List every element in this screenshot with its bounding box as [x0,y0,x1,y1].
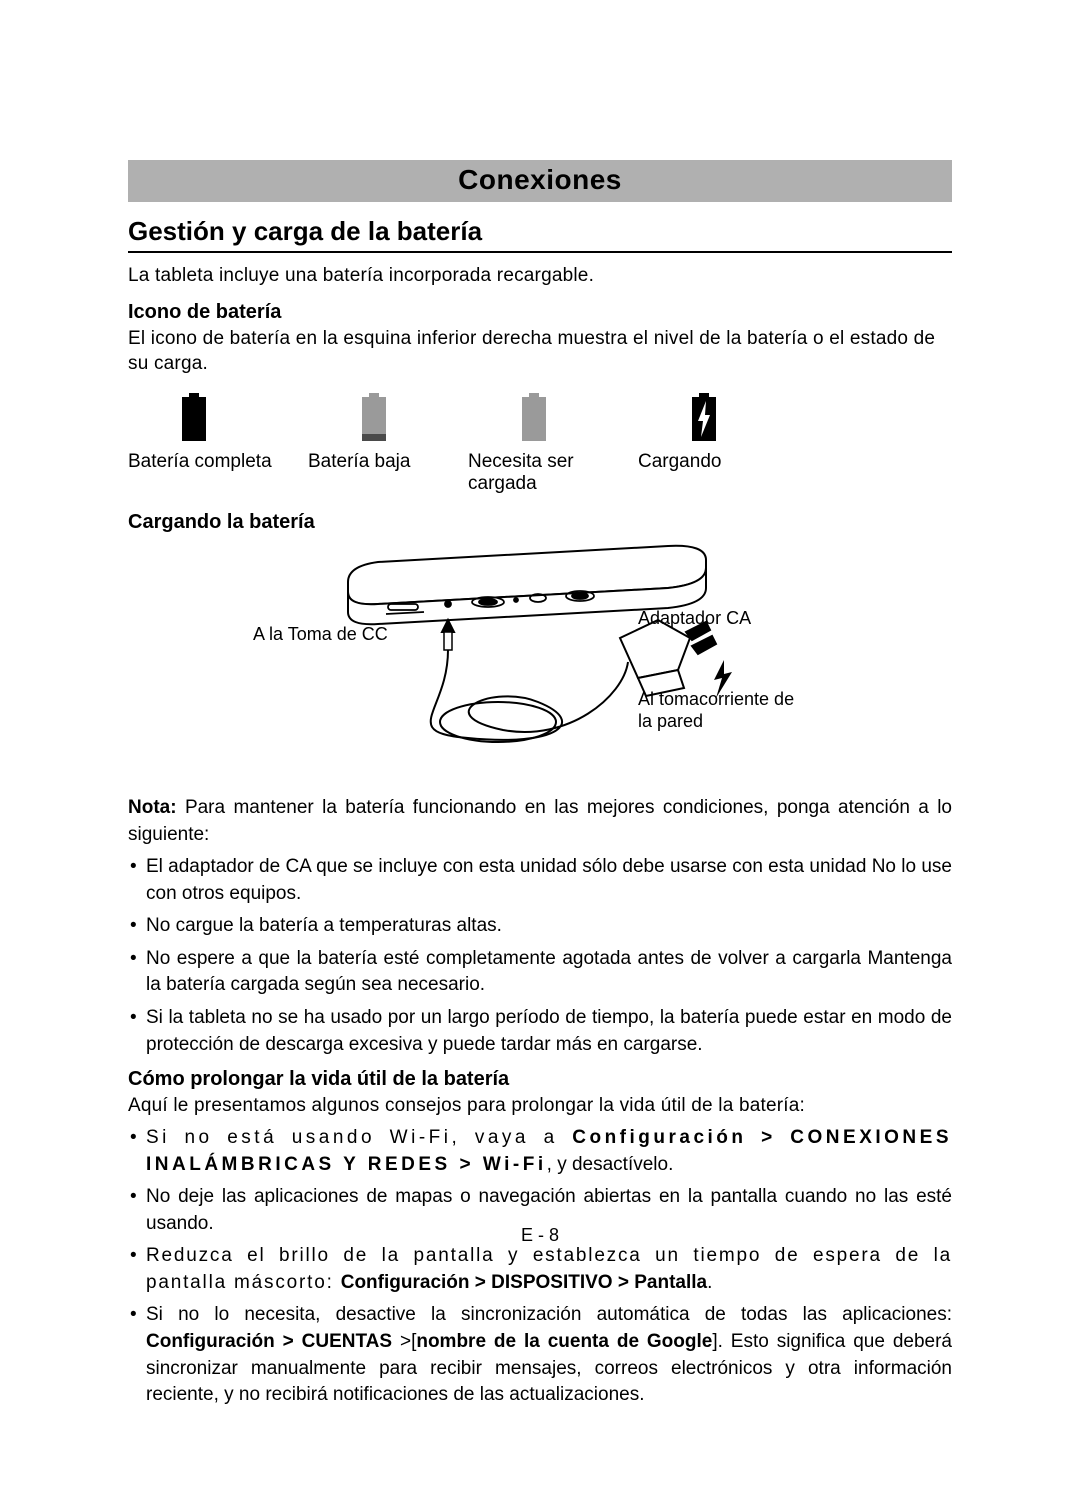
battery-full-icon [178,393,210,443]
list-item: Si la tableta no se ha usado por un larg… [146,1005,952,1058]
prolong-bullets: Si no está usando Wi-Fi, vaya a Configur… [128,1125,952,1409]
prolong-b3-post: . [707,1272,712,1293]
battery-state-low: Batería baja [308,387,468,495]
battery-icon-desc: El icono de batería en la esquina inferi… [128,326,952,377]
prolong-b1-pre: Si no está usando Wi-Fi, vaya a [146,1127,572,1148]
prolong-b4-bold: Configuración > CUENTAS [146,1331,392,1352]
section-title: Gestión y carga de la batería [128,216,952,247]
battery-state-empty: Necesita ser cargada [468,387,638,495]
battery-charging-icon [688,393,720,443]
section-intro: La tableta incluye una batería incorpora… [128,263,952,289]
list-item: El adaptador de CA que se incluye con es… [146,854,952,907]
nota-paragraph: Nota: Para mantener la batería funcionan… [128,795,952,848]
dc-jack-label: A la Toma de CC [253,624,388,645]
page-number: E - 8 [0,1225,1080,1246]
wall-outlet-label: Al tomacorriente de la pared [638,688,798,733]
prolong-b1-post: , y desactívelo. [547,1154,674,1175]
battery-full-label: Batería completa [128,451,308,473]
title-underline [128,251,952,253]
prolong-heading: Cómo prolongar la vida útil de la baterí… [128,1068,952,1091]
charging-heading: Cargando la batería [128,511,952,534]
battery-state-charging: Cargando [638,387,798,495]
battery-charging-label: Cargando [638,451,798,473]
battery-icon-row: Batería completa Batería baja Necesita [128,387,952,495]
prolong-b4-pre: Si no lo necesita, desactive la sincroni… [146,1304,952,1325]
battery-low-label: Batería baja [308,451,468,473]
page-content: Conexiones Gestión y carga de la batería… [0,0,1080,1409]
prolong-b4-bold2: nombre de la cuenta de Google [416,1331,712,1352]
nota-bold: Nota: [128,797,177,818]
battery-empty-icon [518,393,550,443]
prolong-b3-bold: Configuración > DISPOSITIVO > Pantalla [341,1272,707,1293]
battery-icon-heading: Icono de batería [128,301,952,324]
list-item: Reduzca el brillo de la pantalla y estab… [146,1243,952,1296]
battery-state-full: Batería completa [128,387,308,495]
battery-empty-label: Necesita ser cargada [468,451,638,495]
nota-bullets: El adaptador de CA que se incluye con es… [128,854,952,1058]
list-item: Si no está usando Wi-Fi, vaya a Configur… [146,1125,952,1178]
nota-text: Para mantener la batería funcionando en … [128,797,952,845]
battery-low-icon [358,393,390,443]
prolong-b4-mid: >[ [392,1331,416,1352]
list-item: Si no lo necesita, desactive la sincroni… [146,1302,952,1408]
adapter-label: Adaptador CA [638,608,751,629]
prolong-intro: Aquí le presentamos algunos consejos par… [128,1093,952,1119]
charging-diagram: A la Toma de CC Adaptador CA Al tomacorr… [128,542,952,767]
list-item: No cargue la batería a temperaturas alta… [146,913,952,940]
list-item: No espere a que la batería esté completa… [146,946,952,999]
section-banner: Conexiones [128,160,952,202]
